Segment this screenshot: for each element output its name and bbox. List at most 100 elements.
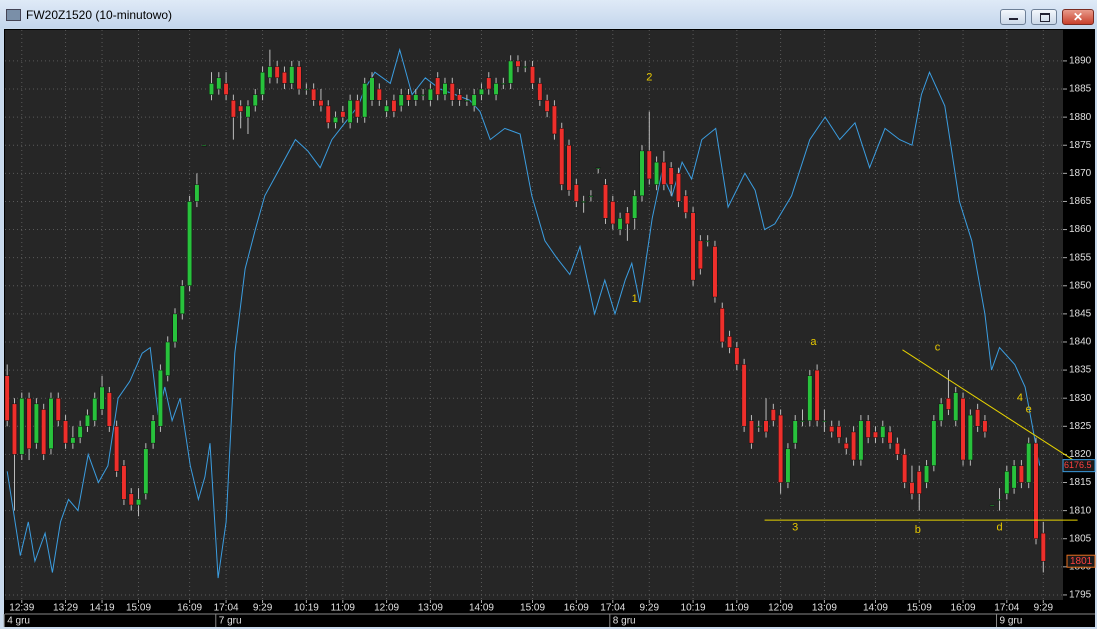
date-label: 4 gru	[7, 616, 30, 627]
candle-body	[289, 66, 295, 84]
candle-body	[515, 60, 521, 67]
candle-body	[748, 420, 754, 444]
x-tick-label: 12:09	[768, 603, 793, 614]
candle-body	[945, 397, 951, 410]
candle-body	[967, 414, 973, 461]
candle-body	[143, 448, 149, 495]
candle-body	[41, 409, 47, 455]
last-value-box	[1062, 459, 1096, 473]
candle-body	[391, 100, 397, 112]
candle-body	[573, 184, 579, 202]
candle-body	[661, 161, 667, 185]
candle-body	[1011, 465, 1017, 489]
candle-body	[106, 392, 112, 427]
candle-body	[369, 77, 375, 101]
candle-body	[858, 420, 864, 461]
x-tick-label: 11:09	[725, 603, 750, 614]
wave-label: c	[935, 342, 941, 354]
x-tick-label: 10:19	[681, 603, 706, 614]
candle-body	[639, 150, 645, 197]
candle-body	[997, 499, 1003, 501]
candle-body	[398, 94, 404, 107]
x-tick-label: 16:09	[177, 603, 202, 614]
candle-body	[982, 420, 988, 433]
x-tick-label: 14:19	[90, 603, 115, 614]
y-tick-label: 1815	[1069, 477, 1092, 488]
candle-body	[4, 375, 10, 421]
candle-body	[303, 88, 309, 91]
x-tick-label: 13:29	[53, 603, 78, 614]
candle-body	[654, 161, 660, 185]
candle-body	[70, 437, 76, 444]
y-tick-label: 1865	[1069, 196, 1092, 207]
candle-body	[763, 420, 769, 433]
wave-label: b	[915, 524, 921, 536]
y-tick-label: 1805	[1069, 533, 1092, 544]
wave-label: 4	[1017, 392, 1023, 404]
candle-body	[33, 403, 39, 444]
candle-body	[872, 431, 878, 438]
candle-body	[530, 66, 536, 84]
candle-body	[165, 341, 171, 376]
y-tick-label: 1890	[1069, 56, 1092, 67]
candle-body	[770, 409, 776, 421]
close-button[interactable]: ✕	[1062, 9, 1094, 25]
candle-body	[376, 88, 382, 101]
candle-body	[975, 409, 981, 427]
y-tick-label: 1825	[1069, 421, 1092, 432]
candle-body	[719, 308, 725, 343]
candle-body	[712, 246, 718, 298]
y-tick-label: 1845	[1069, 309, 1092, 320]
candle-body	[435, 77, 441, 95]
candle-body	[851, 431, 857, 461]
candle-body	[136, 499, 142, 506]
candle-body	[318, 100, 324, 107]
candle-body	[500, 83, 506, 85]
comparison-line	[6, 47, 1041, 579]
candle-body	[179, 285, 185, 315]
wave-label: 3	[792, 521, 798, 533]
candle-body	[1033, 442, 1039, 539]
candle-body	[800, 420, 806, 422]
trend-line	[902, 349, 1078, 464]
y-tick-label: 1820	[1069, 449, 1092, 460]
y-tick-label: 1885	[1069, 84, 1092, 95]
x-tick-label: 16:09	[564, 603, 589, 614]
candle-body	[457, 94, 463, 101]
candle-body	[785, 448, 791, 483]
y-tick-label: 1840	[1069, 337, 1092, 348]
candle-body	[413, 94, 419, 101]
maximize-button[interactable]	[1031, 9, 1057, 25]
x-tick-label: 10:19	[294, 603, 319, 614]
candle-body	[442, 83, 448, 95]
x-tick-label: 15:09	[126, 603, 151, 614]
x-tick-label: 14:09	[469, 603, 494, 614]
candle-body	[194, 184, 200, 202]
candle-body	[63, 420, 69, 444]
x-tick-label: 13:09	[812, 603, 837, 614]
candle-body	[84, 414, 90, 427]
candle-body	[865, 420, 871, 438]
candle-body	[821, 420, 827, 422]
candle-body	[340, 111, 346, 118]
candle-body	[887, 431, 893, 444]
candle-body	[464, 100, 470, 102]
candle-body	[581, 201, 587, 203]
wave-label: d	[996, 521, 1002, 533]
title-bar: FW20Z1520 (10-minutowo) ✕	[0, 0, 1097, 28]
candle-body	[602, 184, 609, 219]
candle-body	[675, 173, 681, 202]
candle-body	[697, 240, 703, 270]
candle-body	[11, 403, 17, 455]
last-price-label: 1801	[1070, 556, 1093, 567]
x-tick-label: 9:29	[640, 603, 660, 614]
candle-body	[311, 88, 317, 101]
candle-body	[157, 369, 163, 427]
candle-body	[989, 504, 995, 507]
candle-body	[1026, 442, 1032, 483]
x-tick-label: 11:09	[331, 603, 356, 614]
candle-body	[909, 482, 915, 495]
candle-body	[880, 426, 886, 438]
candle-body	[551, 105, 557, 135]
minimize-button[interactable]	[1000, 9, 1026, 25]
